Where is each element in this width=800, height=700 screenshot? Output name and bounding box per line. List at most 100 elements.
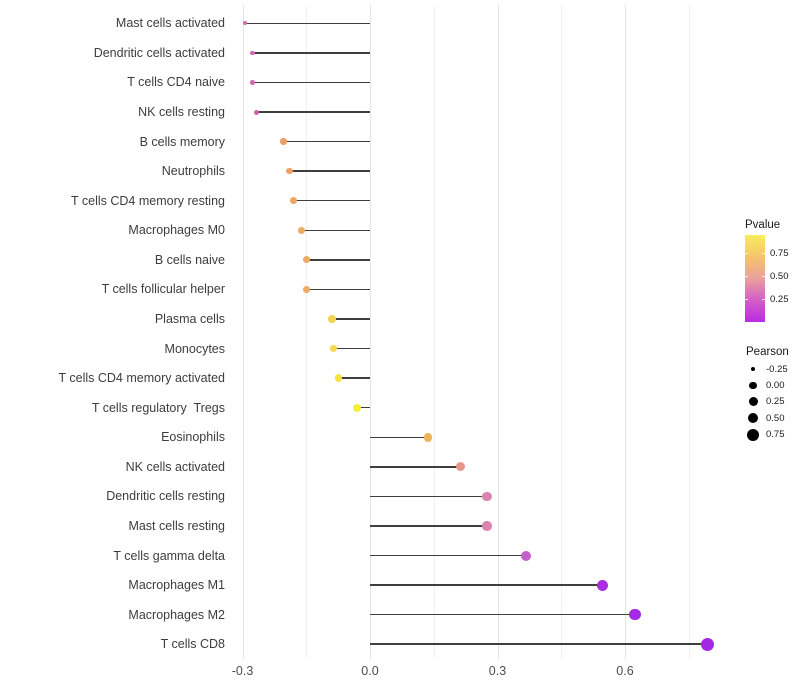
lollipop-stem <box>370 525 487 527</box>
lollipop-stem <box>256 111 370 113</box>
lollipop-dot <box>254 109 260 115</box>
colorbar-notch <box>762 298 765 300</box>
y-axis-label: B cells memory <box>139 134 225 149</box>
pearson-size-label: -0.25 <box>766 363 788 375</box>
colorbar-notch <box>762 275 765 277</box>
y-axis-label: NK cells resting <box>138 105 225 119</box>
lollipop-dot <box>353 403 362 412</box>
pvalue-tick-label: 0.50 <box>770 270 789 282</box>
lollipop-dot <box>423 433 433 442</box>
gridline-major <box>370 5 371 659</box>
y-axis-label: T cells CD4 memory activated <box>58 371 226 386</box>
y-axis-label: T cells regulatory Tregs <box>91 400 225 415</box>
colorbar-notch <box>745 275 748 277</box>
lollipop-stem <box>306 259 370 261</box>
pearson-size-dot <box>748 397 758 407</box>
lollipop-dot <box>456 462 466 472</box>
lollipop-stem <box>370 554 526 557</box>
y-axis-label: T cells follicular helper <box>101 282 225 297</box>
lollipop-stem <box>370 495 487 498</box>
y-axis-label: Eosinophils <box>161 430 225 445</box>
colorbar-notch <box>745 252 748 254</box>
lollipop-stem <box>331 318 370 320</box>
gridline-minor <box>306 5 308 659</box>
lollipop-dot <box>482 521 492 531</box>
x-tick-label: 0.6 <box>616 664 634 678</box>
x-tick-label: 0.3 <box>488 664 507 678</box>
gridline-minor <box>688 5 690 659</box>
lollipop-stem <box>333 347 370 350</box>
lollipop-stem <box>252 52 370 54</box>
lollipop-dot <box>250 50 255 56</box>
y-axis-label: Macrophages M1 <box>128 578 225 593</box>
y-axis-label: Dendritic cells activated <box>93 45 225 60</box>
y-axis-label: Dendritic cells resting <box>106 489 225 504</box>
y-axis-label: T cells gamma delta <box>113 548 225 563</box>
gridline-minor <box>561 5 563 659</box>
pearson-size-dot <box>749 381 757 390</box>
lollipop-stem <box>370 643 708 645</box>
lollipop-dot <box>280 138 287 145</box>
y-axis-label: Mast cells resting <box>128 518 225 533</box>
lollipop-stem <box>283 140 370 143</box>
lollipop-dot <box>482 491 492 502</box>
lollipop-stem <box>357 406 370 409</box>
lollipop-stem <box>338 377 370 379</box>
gridline-minor <box>433 5 435 659</box>
lollipop-dot <box>629 608 641 621</box>
y-axis-label: Plasma cells <box>154 311 225 326</box>
colorbar-notch <box>762 252 765 254</box>
pearson-size-dot <box>747 428 759 441</box>
y-axis-label: B cells naive <box>154 252 225 267</box>
x-tick-label: -0.3 <box>231 664 254 678</box>
lollipop-dot <box>286 167 293 175</box>
lollipop-stem <box>244 22 370 25</box>
pearson-size-label: 0.00 <box>766 379 785 391</box>
pvalue-tick-label: 0.75 <box>770 247 789 259</box>
pearson-size-label: 0.50 <box>766 412 785 424</box>
pvalue-colorbar <box>745 235 765 322</box>
lollipop-dot <box>520 550 531 561</box>
x-tick-label: 0.0 <box>361 664 379 678</box>
y-axis-label: T cells CD4 naive <box>127 75 225 90</box>
lollipop-stem <box>370 466 461 468</box>
lollipop-dot <box>303 285 311 293</box>
gridline-major <box>242 5 244 659</box>
lollipop-dot <box>596 579 608 591</box>
y-axis-label: Macrophages M2 <box>128 607 225 622</box>
lollipop-dot <box>242 21 247 26</box>
lollipop-stem <box>306 288 370 291</box>
y-axis-label: Macrophages M0 <box>128 223 225 238</box>
y-axis-label: Neutrophils <box>161 164 225 179</box>
lollipop-stem <box>293 199 370 202</box>
lollipop-dot <box>329 344 338 353</box>
gridline-major <box>625 5 626 659</box>
lollipop-dot <box>290 197 297 205</box>
pearson-size-dot <box>750 366 756 372</box>
lollipop-stem <box>301 229 370 232</box>
y-axis-label: NK cells activated <box>125 459 225 474</box>
lollipop-dot <box>303 256 311 264</box>
lollipop-stem <box>370 584 603 586</box>
pvalue-tick-label: 0.25 <box>770 293 789 305</box>
lollipop-dot <box>250 80 255 85</box>
colorbar-notch <box>745 298 748 300</box>
y-axis-label: Monocytes <box>164 341 225 356</box>
pearson-size-dot <box>747 413 759 424</box>
lollipop-dot <box>334 374 343 382</box>
lollipop-dot <box>328 315 336 323</box>
pearson-size-label: 0.25 <box>766 396 785 408</box>
gridline-major <box>497 5 499 659</box>
lollipop-dot <box>297 226 305 234</box>
pearson-legend-title: Pearson <box>746 346 789 358</box>
pvalue-legend-title: Pvalue <box>745 219 781 231</box>
lollipop-stem <box>289 170 370 172</box>
lollipop-stem <box>370 436 428 438</box>
pearson-size-label: 0.75 <box>766 429 785 441</box>
y-axis-label: Mast cells activated <box>115 16 225 31</box>
lollipop-dot <box>700 637 714 651</box>
lollipop-stem <box>252 81 370 84</box>
y-axis-label: T cells CD4 memory resting <box>71 193 225 208</box>
y-axis-label: T cells CD8 <box>160 637 225 652</box>
